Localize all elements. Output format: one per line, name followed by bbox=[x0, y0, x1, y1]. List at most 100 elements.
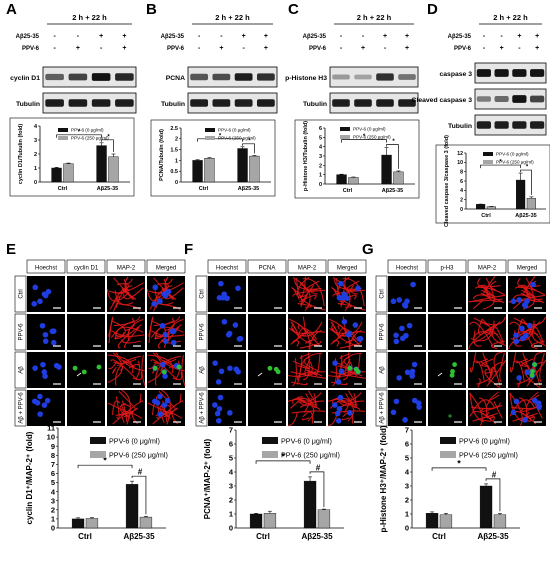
neurite bbox=[481, 289, 496, 298]
neurite bbox=[332, 289, 366, 297]
x-tick-label: Aβ25-35 bbox=[382, 188, 403, 194]
x-tick-label: Aβ25-35 bbox=[238, 186, 259, 192]
significance-bracket bbox=[520, 169, 532, 195]
y-tick-label: 1 bbox=[319, 173, 322, 179]
nucleus bbox=[409, 373, 415, 379]
treatment-sign: + bbox=[535, 33, 539, 40]
y-tick-label: 0 bbox=[319, 182, 322, 188]
y-axis-label: Cleaved caspase 3/caspase 3 (fold) bbox=[444, 135, 450, 227]
micrograph-cell bbox=[388, 276, 426, 312]
y-axis-label: p-Histone H3⁺/MAP-2⁺ (fold) bbox=[379, 425, 388, 532]
chart-frame bbox=[294, 119, 420, 199]
timepoint-label: 2 h + 22 h bbox=[72, 13, 107, 22]
y-axis-label: cyclin D1⁺/MAP-2⁺ (fold) bbox=[25, 431, 34, 524]
blot-band bbox=[212, 99, 231, 107]
neurite bbox=[291, 324, 318, 334]
significance-mark: * bbox=[219, 133, 222, 139]
nucleus bbox=[393, 332, 399, 339]
x-tick-label: Aβ25-35 bbox=[477, 532, 509, 541]
y-tick-label: 2 bbox=[460, 197, 463, 203]
neurite bbox=[527, 329, 539, 336]
legend-label: PPV-6 (0 μg/ml) bbox=[496, 152, 529, 157]
blot-strip bbox=[187, 92, 278, 114]
neurite bbox=[339, 340, 362, 349]
nucleus bbox=[159, 322, 166, 329]
micrograph-cell bbox=[288, 314, 326, 351]
micrograph-cell bbox=[288, 390, 326, 427]
y-tick-label: 4 bbox=[51, 487, 56, 496]
nucleus bbox=[212, 360, 218, 366]
bar bbox=[486, 206, 497, 210]
blot-band bbox=[376, 73, 394, 81]
nucleus bbox=[355, 285, 361, 292]
nucleus bbox=[232, 322, 239, 328]
neurite bbox=[121, 411, 143, 423]
y-tick-label: 11 bbox=[47, 424, 55, 433]
micrograph-background bbox=[388, 314, 426, 350]
significance-bracket bbox=[101, 139, 114, 152]
marker-positive-cell bbox=[530, 368, 535, 374]
neurite bbox=[164, 317, 175, 332]
neurite bbox=[337, 398, 352, 407]
nucleus bbox=[404, 298, 410, 304]
blot-row-label: Tubulin bbox=[303, 101, 327, 108]
nucleus bbox=[524, 298, 530, 304]
neurite bbox=[296, 277, 315, 297]
microscopy-panel: Hoechst p-H3 MAP-2 Merged Ctrl PPV-6 Aβ Aβ + PP… bbox=[375, 259, 547, 427]
significance-bracket bbox=[341, 139, 387, 143]
blot-band bbox=[234, 73, 253, 81]
nucleus bbox=[218, 280, 224, 287]
neurite bbox=[112, 366, 117, 374]
neurite bbox=[179, 393, 182, 403]
y-tick-label: 2 bbox=[405, 496, 409, 505]
nucleus bbox=[151, 301, 157, 307]
row-label: Ctrl bbox=[200, 289, 206, 298]
legend-label: PPV-6 (0 μg/ml) bbox=[71, 128, 104, 133]
neurite bbox=[482, 287, 495, 310]
column-header: MAP-2 bbox=[117, 266, 136, 272]
nucleus bbox=[42, 331, 49, 338]
nucleus bbox=[335, 417, 342, 424]
neurite bbox=[469, 352, 477, 373]
blot-row-label: p-Histone H3 bbox=[285, 75, 327, 82]
micrograph-cell bbox=[67, 314, 105, 350]
neurite bbox=[290, 330, 309, 345]
neurite bbox=[301, 417, 310, 421]
bar bbox=[63, 163, 74, 183]
neurite bbox=[539, 352, 545, 383]
neurite bbox=[123, 287, 144, 300]
neurite bbox=[476, 361, 493, 385]
micrograph-cell bbox=[146, 276, 185, 312]
neurite bbox=[473, 316, 506, 326]
neurite bbox=[348, 330, 362, 349]
blot-band bbox=[530, 121, 545, 129]
y-tick-label: 1 bbox=[51, 515, 55, 524]
bar bbox=[85, 518, 99, 529]
legend-swatch bbox=[483, 160, 493, 164]
legend-swatch bbox=[262, 451, 278, 458]
neurite bbox=[328, 398, 350, 413]
neurite bbox=[297, 398, 312, 407]
y-tick-label: 3 bbox=[51, 496, 55, 505]
treatment-sign: + bbox=[242, 33, 246, 40]
treatment-sign: + bbox=[76, 45, 80, 52]
micrograph-cell bbox=[508, 351, 547, 389]
row-label-box bbox=[195, 389, 208, 427]
neurite bbox=[331, 324, 358, 334]
y-tick-label: 0.5 bbox=[170, 169, 178, 175]
bar-chart: 0 2 4 6 8 10 12 Cleaved caspase 3/caspase 3 (fo… bbox=[435, 135, 550, 227]
bar-chart: 0 1 2 3 4 cyclin D1/Tubulin (fold) Ctrl Aβ25-35… bbox=[9, 117, 135, 197]
legend-swatch bbox=[205, 128, 215, 132]
blot-row-label: cyclin D1 bbox=[10, 75, 40, 82]
treatment-sign: + bbox=[405, 45, 409, 52]
nucleus bbox=[31, 301, 37, 307]
bar bbox=[249, 513, 263, 529]
neurite bbox=[112, 400, 144, 425]
neurite bbox=[304, 339, 317, 344]
nucleus bbox=[411, 397, 418, 404]
y-tick-label: 5 bbox=[51, 478, 55, 487]
treatment-sign: + bbox=[535, 45, 539, 52]
marker-positive-cell bbox=[72, 365, 78, 371]
nucleus bbox=[37, 411, 43, 417]
